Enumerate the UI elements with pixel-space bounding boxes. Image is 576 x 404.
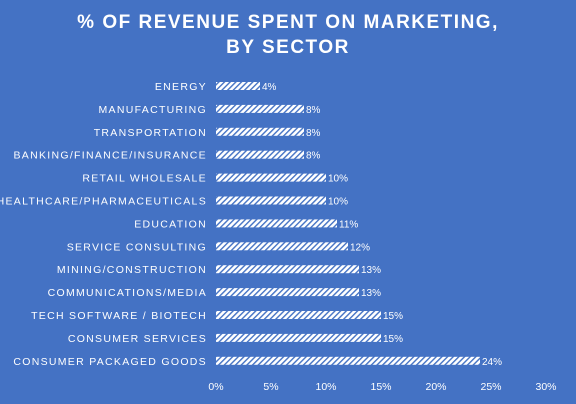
bar: [216, 265, 359, 274]
data-label: 11%: [339, 219, 358, 230]
data-label: 8%: [306, 105, 321, 116]
data-label: 24%: [482, 357, 502, 368]
bar: [216, 311, 381, 319]
x-tick-label: 10%: [315, 381, 336, 393]
data-label: 10%: [328, 197, 348, 208]
bar: [216, 333, 381, 342]
category-label: HEALTHCARE/PHARMACEUTICALS: [0, 196, 207, 208]
data-label: 4%: [262, 82, 277, 93]
category-label: TRANSPORTATION: [94, 127, 207, 139]
data-label: 12%: [350, 242, 370, 253]
data-label: 15%: [383, 311, 403, 322]
category-label: CONSUMER SERVICES: [68, 333, 207, 345]
category-label: EDUCATION: [134, 218, 207, 230]
data-label: 15%: [383, 334, 403, 345]
x-tick-label: 5%: [263, 381, 278, 393]
bar: [216, 173, 326, 182]
x-tick-label: 30%: [535, 381, 556, 393]
bar: [216, 196, 326, 205]
bar-group: [216, 82, 480, 365]
data-label: 13%: [361, 288, 381, 299]
x-tick-label: 0%: [208, 381, 223, 393]
category-label: SERVICE CONSULTING: [67, 241, 207, 253]
data-label: 10%: [328, 174, 348, 185]
x-tick-label: 15%: [370, 381, 391, 393]
category-label: TECH SOFTWARE / BIOTECH: [31, 310, 207, 322]
bar: [216, 288, 359, 297]
x-tick-label: 25%: [480, 381, 501, 393]
bar: [216, 242, 348, 251]
category-labels: ENERGY MANUFACTURING TRANSPORTATION BANKING…: [0, 81, 207, 368]
category-label: MINING/CONSTRUCTION: [57, 264, 207, 276]
category-label: COMMUNICATIONS/MEDIA: [48, 287, 207, 299]
chart-title-line-1: % OF REVENUE SPENT ON MARKETING,: [77, 12, 499, 33]
category-label: ENERGY: [155, 81, 207, 93]
bar: [216, 127, 304, 136]
category-label: BANKING/FINANCE/INSURANCE: [13, 150, 207, 162]
data-label: 8%: [306, 151, 321, 162]
category-label: MANUFACTURING: [99, 104, 207, 116]
bar: [216, 356, 480, 365]
bar: [216, 219, 337, 228]
data-label: 13%: [361, 265, 381, 276]
category-label: RETAIL WHOLESALE: [82, 173, 207, 185]
data-label: 8%: [306, 128, 321, 139]
bar: [216, 82, 260, 90]
bar: [216, 150, 304, 159]
category-label: CONSUMER PACKAGED GOODS: [13, 356, 207, 368]
data-labels: 4% 8% 8% 8% 10% 10% 11% 12% 13% 13% 15% 15% 24%: [262, 82, 502, 368]
x-tick-label: 20%: [425, 381, 446, 393]
chart-title-line-2: BY SECTOR: [226, 37, 350, 58]
bar: [216, 104, 304, 113]
x-axis-tick-labels: 0% 5% 10% 15% 20% 25% 30%: [208, 381, 556, 393]
